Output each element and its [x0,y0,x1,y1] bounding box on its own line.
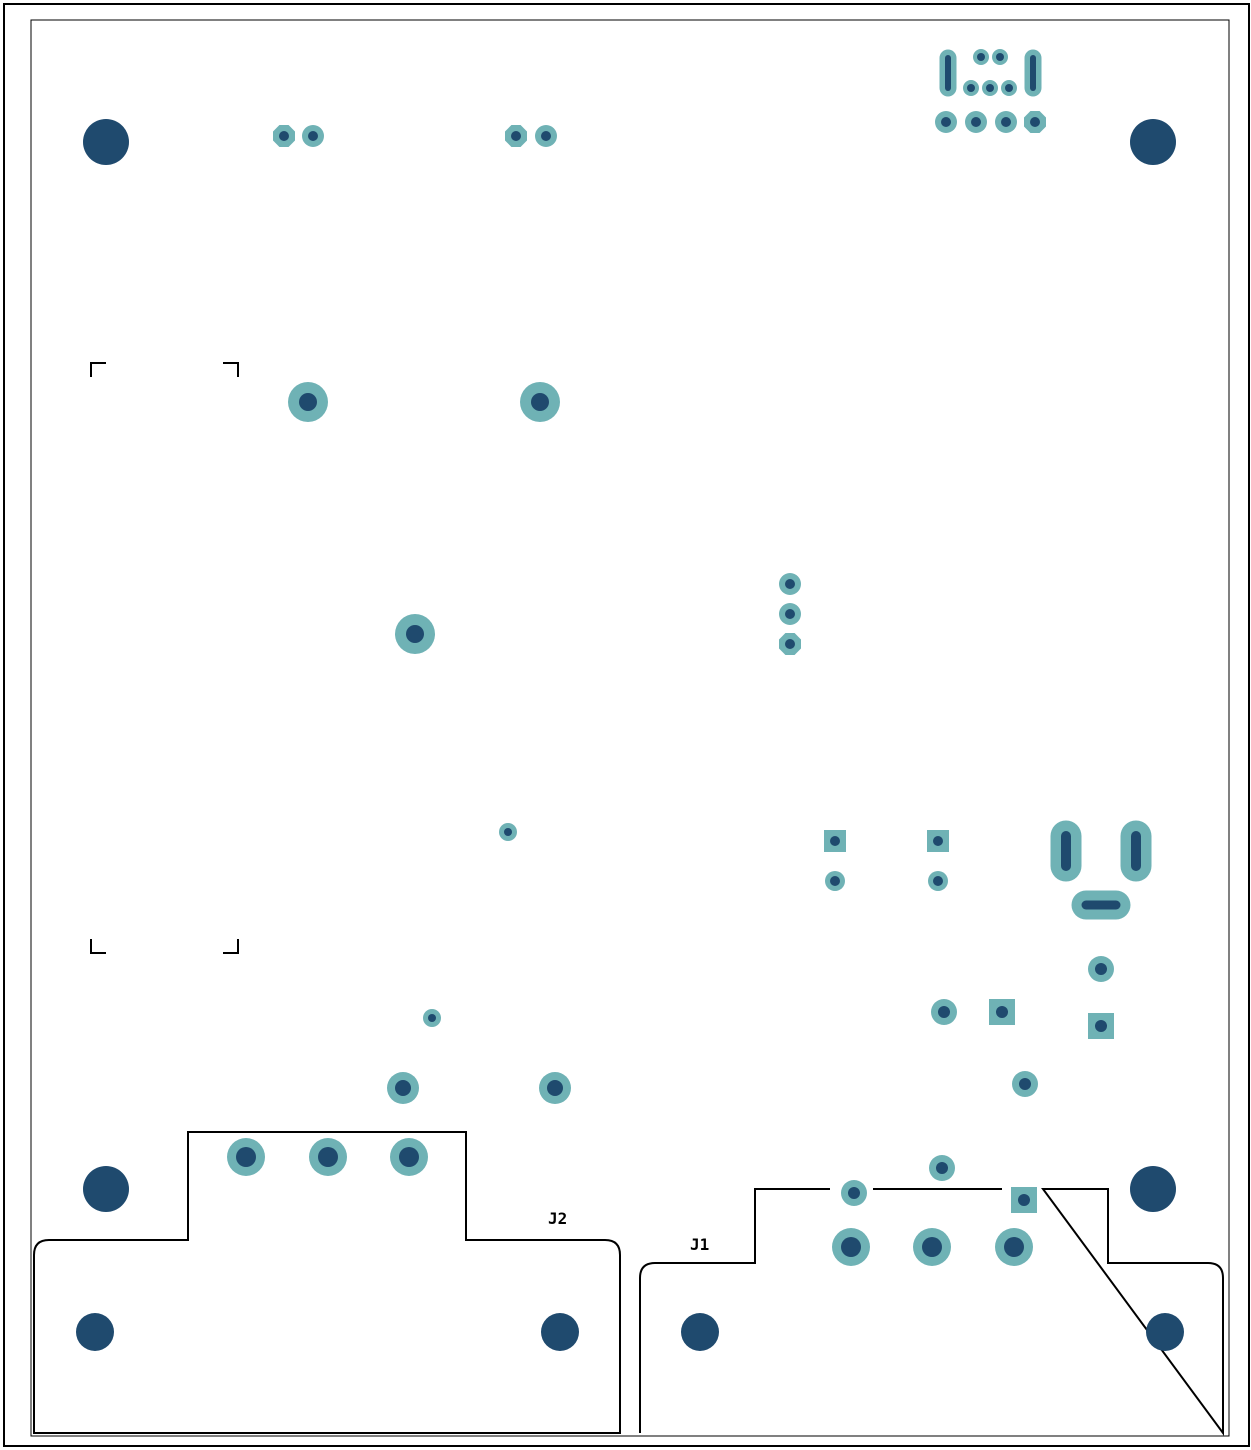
board-edge [30,19,1230,1437]
drill-hole [785,609,795,619]
drill-hole [785,579,795,589]
drill-hole [971,117,981,127]
drill-hole [785,639,795,649]
drill-hole [1146,1313,1184,1351]
corner-mark-top-right [223,362,239,377]
drill-hole [395,1080,411,1096]
drill-hole [428,1014,436,1022]
frame-outer [3,3,1250,1447]
drill-hole [511,131,521,141]
drill-hole [1019,1078,1031,1090]
drill-hole [996,53,1004,61]
drill-hole [547,1080,563,1096]
connector-outline-j1 [639,1188,1224,1437]
corner-mark-bottom-right [223,939,239,954]
drill-hole [848,1187,860,1199]
drill-hole [1130,1166,1176,1212]
drill-hole [1005,84,1013,92]
drill-hole [1095,963,1107,975]
drill-hole [1004,1237,1024,1257]
drill-hole [531,393,549,411]
drill-hole [318,1147,338,1167]
drill-hole [977,53,985,61]
drill-hole [933,836,943,846]
drill-hole [986,84,994,92]
drill-hole [83,1166,129,1212]
drill-hole [406,625,424,643]
drill-hole [1130,119,1176,165]
drill-hole [1018,1194,1030,1206]
drill-hole [504,828,512,836]
drill-hole [1030,117,1040,127]
drill-hole [541,131,551,141]
drill-hole [299,393,317,411]
drill-hole [236,1147,256,1167]
drill-hole [83,119,129,165]
drill-hole [830,836,840,846]
drill-hole [938,1006,950,1018]
drill-hole [841,1237,861,1257]
drill-hole [1001,117,1011,127]
drill-hole [996,1006,1008,1018]
pads-and-holes [76,49,1184,1351]
connector-label-j2: J2 [548,1209,567,1228]
drill-hole [1095,1020,1107,1032]
drill-hole [399,1147,419,1167]
drill-hole [76,1313,114,1351]
connector-label-j1: J1 [690,1235,709,1254]
drill-hole [936,1162,948,1174]
corner-mark-top-left [90,362,106,377]
drill-hole [279,131,289,141]
drill-hole [308,131,318,141]
drill-hole [922,1237,942,1257]
connector-outline-j2 [33,1131,621,1434]
board-outlines [3,3,1250,1447]
drill-hole [681,1313,719,1351]
corner-mark-bottom-left [90,939,106,954]
drill-hole [941,117,951,127]
drill-hole [830,876,840,886]
drill-hole [541,1313,579,1351]
drill-hole [967,84,975,92]
drill-hole [933,876,943,886]
